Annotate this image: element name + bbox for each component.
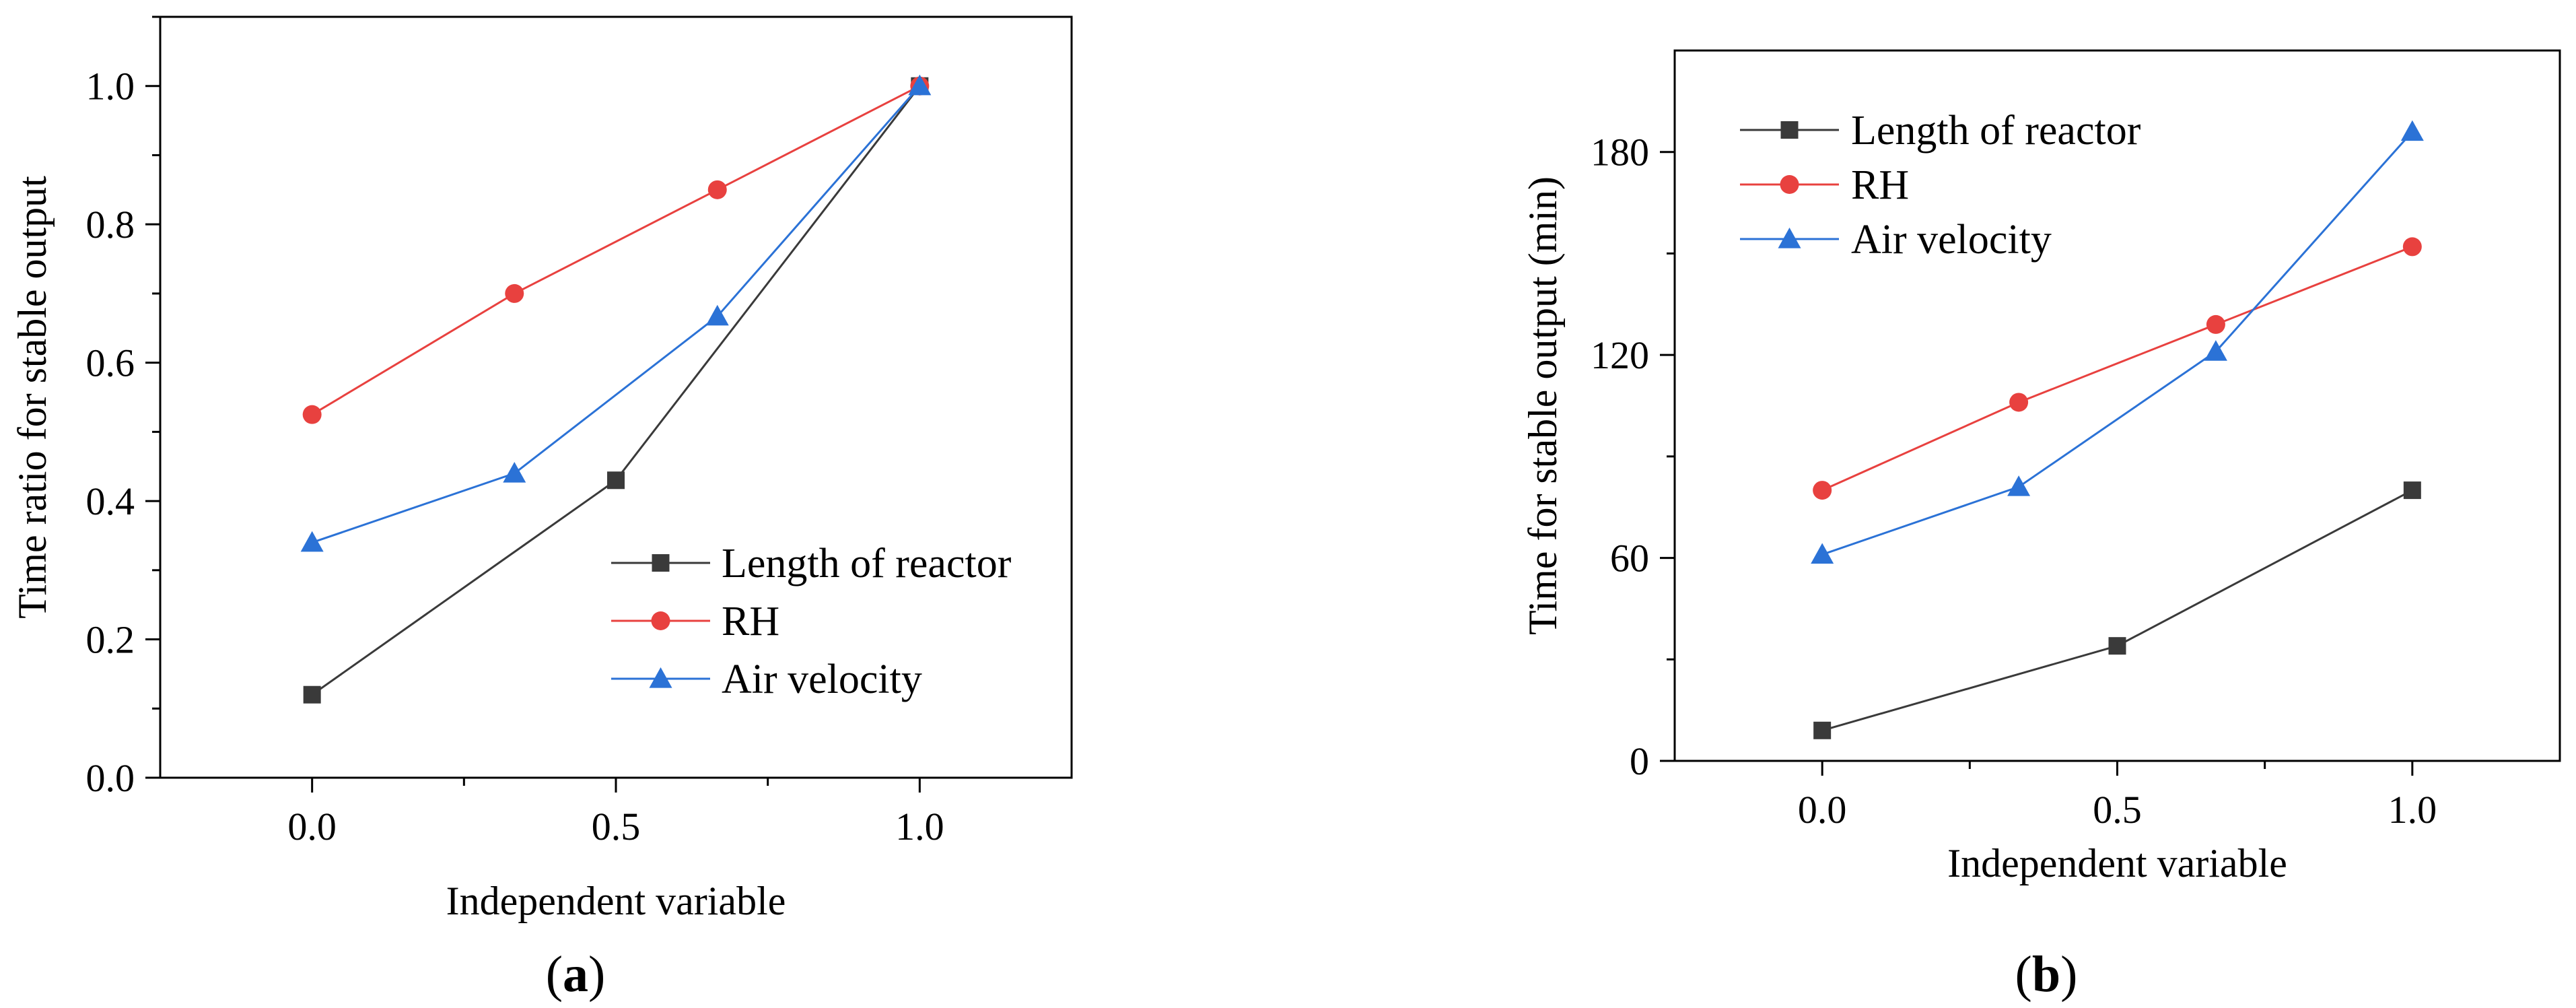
data-point: [607, 471, 625, 490]
panel-caption: (a): [546, 946, 606, 1003]
data-point: [2402, 237, 2422, 257]
series-rh: [302, 76, 930, 424]
x-axis-label: Independent variable: [1947, 841, 2287, 885]
caption-close: ): [2060, 946, 2077, 1003]
legend-item: Air velocity: [1740, 217, 2052, 263]
caption-open: (: [546, 946, 563, 1003]
y-tick-label: 0.4: [86, 479, 135, 523]
legend-label: Air velocity: [1851, 217, 2052, 263]
legend-marker: [651, 611, 670, 630]
x-tick-label: 1.0: [895, 805, 944, 848]
legend-label: Length of reactor: [722, 541, 1012, 586]
y-axis-label: Time ratio for stable output: [10, 176, 55, 619]
x-axis-label: Independent variable: [446, 879, 786, 923]
y-tick-label: 120: [1591, 333, 1649, 377]
series-line: [312, 85, 921, 544]
legend: Length of reactor RH Air velocity: [611, 541, 1012, 702]
y-tick-label: 1.0: [86, 65, 135, 108]
panel-caption: (b): [2015, 946, 2078, 1003]
data-point: [503, 462, 526, 483]
series-length-of-reactor: [303, 77, 929, 704]
panel-a: 0.0 0.5 1.0 0.0 0.2 0.4 0.6 0.8 1.0 Independent v…: [10, 15, 1073, 1003]
series-length-of-reactor: [1813, 481, 2421, 739]
data-point: [908, 74, 932, 96]
x-tick-label: 1.0: [2388, 788, 2437, 832]
legend-label: RH: [722, 599, 779, 644]
series-rh: [1813, 237, 2422, 500]
data-point: [2403, 481, 2421, 500]
x-tick-label: 0.5: [592, 805, 641, 848]
legend: Length of reactor RH Air velocity: [1740, 108, 2141, 263]
legend-item: Length of reactor: [611, 541, 1012, 586]
caption-letter: b: [2032, 946, 2060, 1003]
data-point: [2206, 314, 2225, 334]
data-point: [2007, 475, 2031, 496]
series-line: [1821, 489, 2413, 732]
data-point: [2108, 637, 2126, 655]
y-tick-label: 0.0: [86, 756, 135, 800]
series-air-velocity: [300, 74, 932, 552]
data-point: [1813, 721, 1832, 739]
data-point: [705, 304, 729, 326]
y-tick-label: 60: [1610, 537, 1649, 580]
x-tick-label: 0.5: [2093, 788, 2142, 832]
legend-item: RH: [1740, 162, 1909, 208]
legend-marker: [1780, 175, 1799, 194]
legend-marker: [652, 554, 670, 572]
data-point: [707, 180, 727, 199]
series-line: [311, 85, 921, 696]
data-point: [2009, 393, 2029, 412]
legend-marker: [1780, 121, 1799, 139]
series-air-velocity: [1811, 120, 2424, 564]
series-line: [1821, 245, 2413, 492]
legend-item: Air velocity: [611, 657, 922, 702]
panel-b: 0.0 0.5 1.0 0 60 120 180 Independent variable Ti…: [1521, 49, 2561, 1003]
data-point: [505, 283, 524, 303]
legend-label: Air velocity: [722, 657, 922, 702]
legend-label: Length of reactor: [1851, 108, 2141, 154]
data-point: [2204, 340, 2227, 361]
legend-item: Length of reactor: [1740, 108, 2141, 154]
caption-letter: a: [563, 946, 588, 1003]
y-tick-label: 0.8: [86, 203, 135, 246]
legend-marker: [649, 667, 672, 688]
y-tick-label: 0.2: [86, 618, 135, 662]
data-point: [303, 685, 321, 704]
legend-marker: [1778, 228, 1801, 248]
data-point: [1813, 481, 1832, 500]
legend-label: RH: [1851, 162, 1909, 208]
data-point: [1811, 543, 1834, 564]
y-tick-label: 0.6: [86, 341, 135, 385]
series-line: [1821, 131, 2413, 556]
data-point: [300, 531, 324, 552]
data-point: [2400, 120, 2424, 141]
series-line: [311, 85, 921, 415]
caption-close: ): [588, 946, 605, 1003]
data-point: [302, 405, 322, 424]
x-tick-label: 0.0: [287, 805, 337, 848]
y-axis-label: Time for stable output (min): [1521, 176, 1565, 635]
y-tick-label: 180: [1591, 131, 1649, 174]
y-tick-label: 0: [1630, 739, 1649, 783]
legend-item: RH: [611, 599, 779, 644]
x-tick-label: 0.0: [1798, 788, 1847, 832]
plot-frame: [159, 15, 1073, 779]
caption-open: (: [2015, 946, 2032, 1003]
